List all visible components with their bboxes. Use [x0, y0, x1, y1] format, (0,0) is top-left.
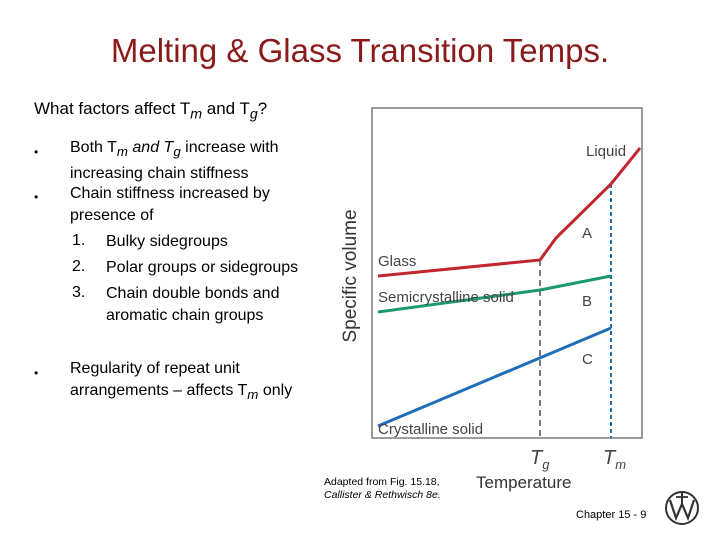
semicrystalline-curve	[377, 274, 612, 314]
semicrystalline-label: Semicrystalline solid	[378, 289, 514, 306]
item-number: 2.	[72, 258, 86, 275]
slide-footer: Chapter 15 - 9	[576, 509, 647, 521]
bullet-marker: •	[34, 190, 39, 204]
tm-axis-label: Tm	[603, 447, 626, 472]
item-bulky-sidegroups: Bulky sidegroups	[106, 233, 228, 250]
crystalline-label: Crystalline solid	[378, 421, 483, 438]
item-number: 3.	[72, 284, 86, 301]
liquid-label: Liquid	[586, 143, 626, 160]
bullet-marker: •	[34, 145, 39, 159]
question-text: What factors affect Tm and Tg?	[34, 99, 268, 123]
item-polar-groups: Polar groups or sidegroups	[106, 259, 299, 276]
bullet-marker: •	[34, 366, 39, 380]
bullet-2: Chain stiffness increased by presence of	[70, 185, 270, 224]
region-a-label: A	[582, 225, 592, 242]
tg-axis-label: Tg	[530, 447, 550, 472]
region-c-label: C	[582, 351, 593, 368]
x-axis-label: Temperature	[476, 473, 571, 492]
bullet-1: Both Tm and Tg increase with increasing …	[70, 139, 279, 183]
bullet-3: Regularity of repeat unit arrangements –…	[70, 360, 293, 403]
region-b-label: B	[582, 293, 592, 310]
glass-liquid-curve	[377, 147, 642, 278]
crystalline-curve	[377, 326, 612, 428]
item-number: 1.	[72, 232, 86, 249]
slide-title: Melting & Glass Transition Temps.	[110, 32, 610, 69]
item-double-bonds: Chain double bonds and aromatic chain gr…	[106, 285, 280, 324]
specific-volume-diagram: Specific volume Liquid Glass Semicrystal…	[340, 107, 643, 492]
university-logo-icon	[665, 491, 699, 525]
glass-label: Glass	[378, 253, 416, 270]
figure-caption: Adapted from Fig. 15.18, Callister & Ret…	[324, 476, 441, 501]
y-axis-label: Specific volume	[340, 209, 361, 342]
